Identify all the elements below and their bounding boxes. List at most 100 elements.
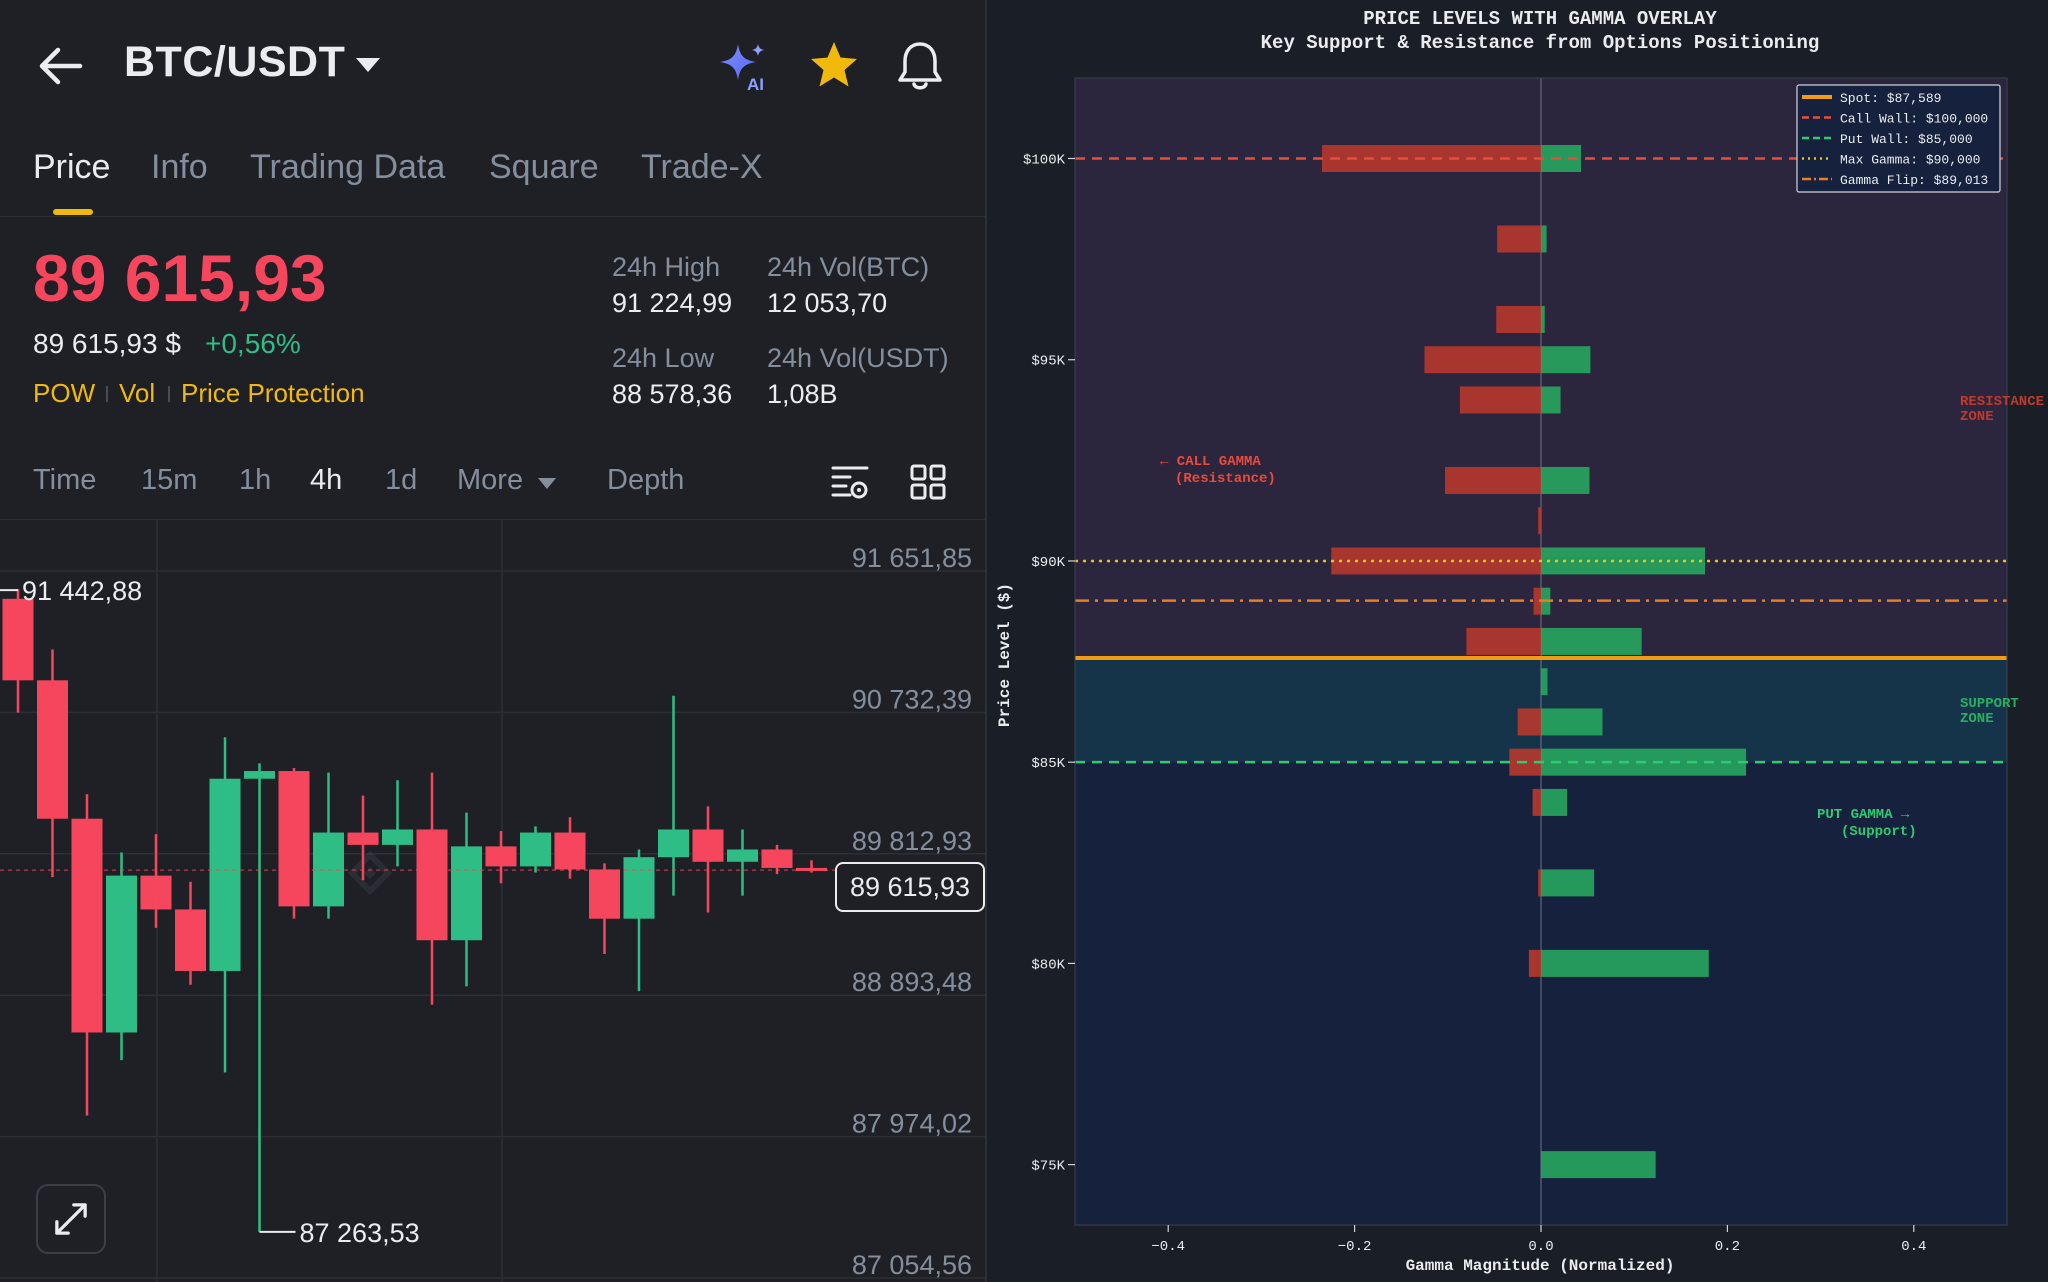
grid-layout-icon[interactable] xyxy=(910,464,946,500)
call-gamma-bar xyxy=(1533,587,1541,615)
arrow-left-icon[interactable] xyxy=(34,44,86,88)
last-price: 89 615,93 xyxy=(33,241,327,315)
timeframe-1d[interactable]: 1d xyxy=(385,464,418,496)
resistance-zone-label: ZONE xyxy=(1960,409,1994,425)
trading-panel: BTC/USDT AI Price Info Trading Data Squa… xyxy=(0,0,985,1282)
resistance-zone-label: RESISTANCE xyxy=(1960,394,2044,410)
candle-body xyxy=(347,832,379,845)
stat-24h-high-value: 91 224,99 xyxy=(612,288,733,318)
call-gamma-annotation: ← CALL GAMMA xyxy=(1160,454,1261,470)
call-gamma-bar xyxy=(1517,708,1541,736)
candle-body xyxy=(761,849,793,868)
gamma-chart-panel: PRICE LEVELS WITH GAMMA OVERLAY Key Supp… xyxy=(987,0,2048,1282)
y-axis-label: Price Level ($) xyxy=(996,583,1014,727)
current-price-tag: 89 615,93 xyxy=(835,862,985,912)
tag-price-protection[interactable]: Price Protection xyxy=(181,378,365,408)
tab-trading-data[interactable]: Trading Data xyxy=(250,148,446,186)
candle-body xyxy=(278,771,310,907)
star-icon[interactable] xyxy=(806,38,862,94)
chart-title: PRICE LEVELS WITH GAMMA OVERLAY xyxy=(1363,8,1717,30)
low-price-marker: 87 263,53 xyxy=(300,1218,420,1248)
tab-square[interactable]: Square xyxy=(489,148,599,186)
price-axis-label: 91 651,85 xyxy=(852,543,972,573)
timeframe-4h[interactable]: 4h xyxy=(310,464,343,496)
candlestick-chart[interactable]: 91 442,88 87 263,53 91 651,85 90 732,39 89 … xyxy=(0,520,985,1282)
stat-24h-low-label: 24h Low xyxy=(612,343,715,373)
legend-label: Gamma Flip: $89,013 xyxy=(1840,173,1988,188)
y-tick-label: $100K xyxy=(1023,152,1066,168)
candle-bearish xyxy=(71,794,103,1116)
x-tick-label: −0.4 xyxy=(1151,1239,1185,1255)
timeframe-time[interactable]: Time xyxy=(33,464,97,496)
candle-bullish xyxy=(106,852,137,1061)
gamma-overlay-chart: PRICE LEVELS WITH GAMMA OVERLAY Key Supp… xyxy=(987,0,2048,1282)
candle-bearish xyxy=(589,863,620,955)
candle-bullish xyxy=(623,849,655,991)
candle-bullish xyxy=(244,763,275,1232)
candle-body xyxy=(2,598,34,681)
bell-icon[interactable] xyxy=(894,38,946,94)
candle-bearish xyxy=(416,772,448,1005)
put-gamma-annotation: (Support) xyxy=(1841,824,1917,840)
indicator-settings-icon[interactable] xyxy=(830,462,870,502)
candle-bearish xyxy=(278,767,310,919)
legend-label: Max Gamma: $90,000 xyxy=(1840,153,1980,168)
candle-bearish xyxy=(175,881,206,985)
put-gamma-bar xyxy=(1541,346,1591,374)
tag-vol[interactable]: Vol xyxy=(119,378,156,408)
sparkle-ai-icon[interactable]: AI xyxy=(716,40,772,92)
candle-bullish xyxy=(313,772,344,919)
active-tab-indicator xyxy=(53,209,93,215)
put-gamma-bar xyxy=(1541,869,1595,897)
candle-body xyxy=(382,829,413,845)
candle-bullish xyxy=(451,812,482,987)
candle-bullish xyxy=(727,829,758,896)
x-tick-label: 0.0 xyxy=(1528,1239,1553,1255)
candle-body xyxy=(589,869,620,919)
call-gamma-bar xyxy=(1528,949,1541,977)
candle-body xyxy=(520,832,551,867)
price-axis-label: 87 974,02 xyxy=(852,1109,972,1139)
price-axis-label: 88 893,48 xyxy=(852,967,972,997)
call-gamma-bar xyxy=(1445,466,1541,494)
x-tick-label: −0.2 xyxy=(1338,1239,1372,1255)
candle-bearish xyxy=(692,806,724,913)
chevron-down-icon[interactable] xyxy=(538,478,556,489)
candle-body xyxy=(485,846,517,867)
call-gamma-bar xyxy=(1496,305,1541,333)
legend-box xyxy=(1796,84,2001,193)
usd-price: 89 615,93 $ xyxy=(33,328,181,359)
divider xyxy=(0,519,985,520)
put-gamma-bar xyxy=(1541,668,1548,696)
put-gamma-bar xyxy=(1541,466,1590,494)
ai-badge-text: AI xyxy=(747,75,764,92)
timeframe-1h[interactable]: 1h xyxy=(239,464,272,496)
tag-separator xyxy=(168,386,170,402)
chevron-down-icon[interactable] xyxy=(356,58,380,72)
call-gamma-bar xyxy=(1497,225,1541,253)
candle-body xyxy=(37,680,68,819)
tab-info[interactable]: Info xyxy=(151,148,208,186)
timeframe-15m[interactable]: 15m xyxy=(141,464,198,496)
tab-price[interactable]: Price xyxy=(33,148,111,186)
call-gamma-bar xyxy=(1538,869,1541,897)
put-gamma-annotation: PUT GAMMA → xyxy=(1817,807,1910,823)
call-gamma-bar xyxy=(1532,788,1541,816)
stat-24h-vol-btc-label: 24h Vol(BTC) xyxy=(767,252,930,282)
candle-body xyxy=(658,829,689,858)
tag-pow[interactable]: POW xyxy=(33,378,96,408)
timeframe-more[interactable]: More xyxy=(457,464,524,496)
price-axis-label: 87 054,56 xyxy=(852,1250,972,1280)
trading-pair-title[interactable]: BTC/USDT xyxy=(124,38,346,86)
legend-label: Put Wall: $85,000 xyxy=(1840,132,1973,147)
depth-tab[interactable]: Depth xyxy=(607,464,685,496)
candle-bearish xyxy=(554,817,586,879)
put-gamma-bar xyxy=(1541,627,1642,655)
fullscreen-expand-icon[interactable] xyxy=(36,1184,106,1254)
price-change-percent: +0,56% xyxy=(205,328,301,359)
price-axis-label: 89 812,93 xyxy=(852,826,972,856)
put-gamma-bar xyxy=(1541,949,1709,977)
candle-bullish xyxy=(520,826,551,873)
tab-trade-x[interactable]: Trade-X xyxy=(641,148,763,186)
